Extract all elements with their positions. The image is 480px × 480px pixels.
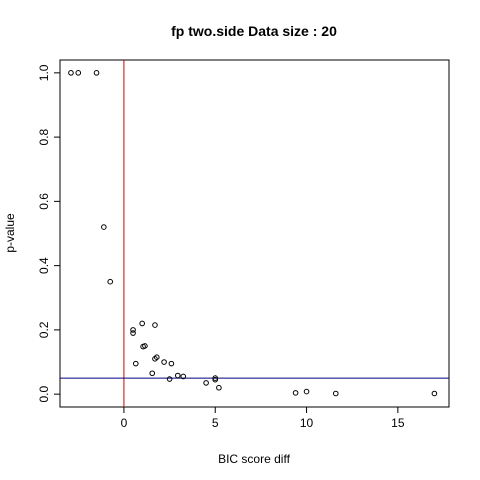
data-point <box>75 70 82 76</box>
data-point <box>142 343 148 349</box>
y-tick-label: 0.2 <box>37 321 51 338</box>
y-axis-label: p-value <box>3 213 17 253</box>
x-tick-label: 10 <box>300 416 314 430</box>
plot-frame <box>59 59 450 408</box>
data-point <box>107 278 114 285</box>
data-point <box>180 373 187 380</box>
y-axis: 0.0 0.2 0.4 0.6 0.8 1.0 <box>37 64 60 402</box>
data-point <box>93 70 100 76</box>
y-tick-label: 0.6 <box>37 193 51 210</box>
data-point <box>132 360 139 367</box>
data-points <box>68 70 438 397</box>
x-tick-label: 5 <box>212 416 219 430</box>
data-point <box>203 380 209 386</box>
x-axis-label: BIC score diff <box>218 452 290 466</box>
x-tick-label: 0 <box>121 416 128 430</box>
data-point <box>168 360 175 367</box>
x-tick-label: 15 <box>391 416 405 430</box>
data-point <box>166 376 173 382</box>
data-point <box>149 370 156 377</box>
y-tick-label: 0.4 <box>37 257 51 274</box>
data-point <box>303 388 310 395</box>
data-point <box>68 70 74 76</box>
data-point <box>431 390 438 397</box>
data-point <box>216 384 222 391</box>
y-tick-label: 0.8 <box>37 128 51 145</box>
data-point <box>212 375 219 381</box>
data-point <box>212 376 219 383</box>
reference-lines <box>60 60 449 407</box>
data-point <box>130 330 136 336</box>
y-tick-label: 1.0 <box>37 64 51 81</box>
data-point <box>152 322 158 328</box>
x-axis: 0 5 10 15 <box>121 407 405 430</box>
data-point <box>130 327 136 333</box>
chart-title: fp two.side Data size : 20 <box>171 23 337 39</box>
data-point <box>161 359 167 365</box>
data-point <box>139 320 145 327</box>
data-point <box>292 390 299 396</box>
data-point <box>332 390 339 397</box>
data-point <box>101 224 107 230</box>
data-point <box>174 372 181 379</box>
data-point <box>153 354 160 360</box>
y-tick-label: 0.0 <box>37 385 51 402</box>
